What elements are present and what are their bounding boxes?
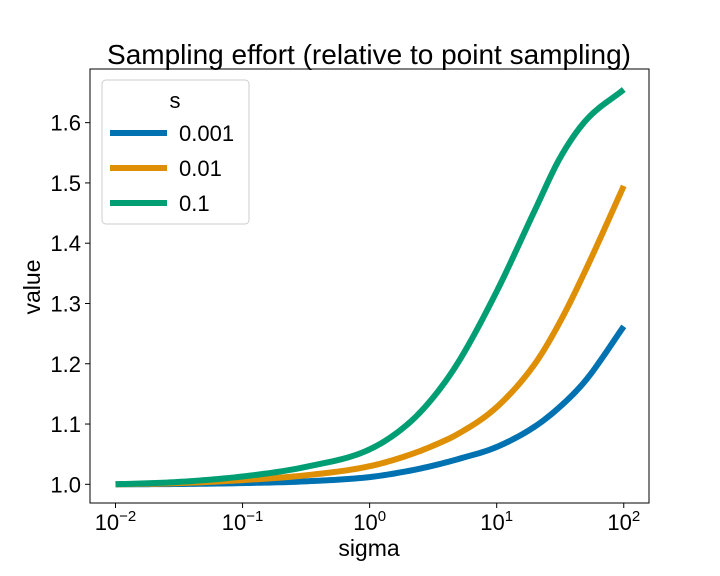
y-axis: 1.0 1.1 1.2 1.3 1.4 1.5 1.6 (50, 111, 90, 497)
x-tick-label: 10−2 (95, 508, 137, 535)
x-axis: 10−2 10−1 100 101 102 (95, 503, 640, 535)
y-tick-label: 1.3 (50, 291, 81, 316)
y-tick-label: 1.4 (50, 231, 81, 256)
legend-label: 0.001 (179, 121, 234, 146)
y-axis-label: value (19, 260, 45, 315)
legend-label: 0.01 (179, 156, 222, 181)
legend-label: 0.1 (179, 191, 210, 216)
x-tick-label: 100 (353, 508, 386, 535)
plot-area (115, 87, 627, 488)
series-line-0-1 (115, 87, 626, 488)
legend-title: s (170, 88, 181, 113)
x-tick-label: 101 (480, 508, 513, 535)
chart-title: Sampling effort (relative to point sampl… (107, 39, 631, 70)
y-tick-label: 1.0 (50, 472, 81, 497)
x-axis-label: sigma (338, 535, 400, 561)
y-tick-label: 1.6 (50, 111, 81, 136)
legend-box (101, 79, 250, 225)
y-tick-label: 1.5 (50, 171, 81, 196)
y-tick-label: 1.1 (50, 412, 81, 437)
legend: s 0.001 0.01 0.1 (101, 79, 250, 225)
x-tick-label: 102 (607, 508, 640, 535)
y-tick-label: 1.2 (50, 352, 81, 377)
x-tick-label: 10−1 (222, 508, 264, 535)
